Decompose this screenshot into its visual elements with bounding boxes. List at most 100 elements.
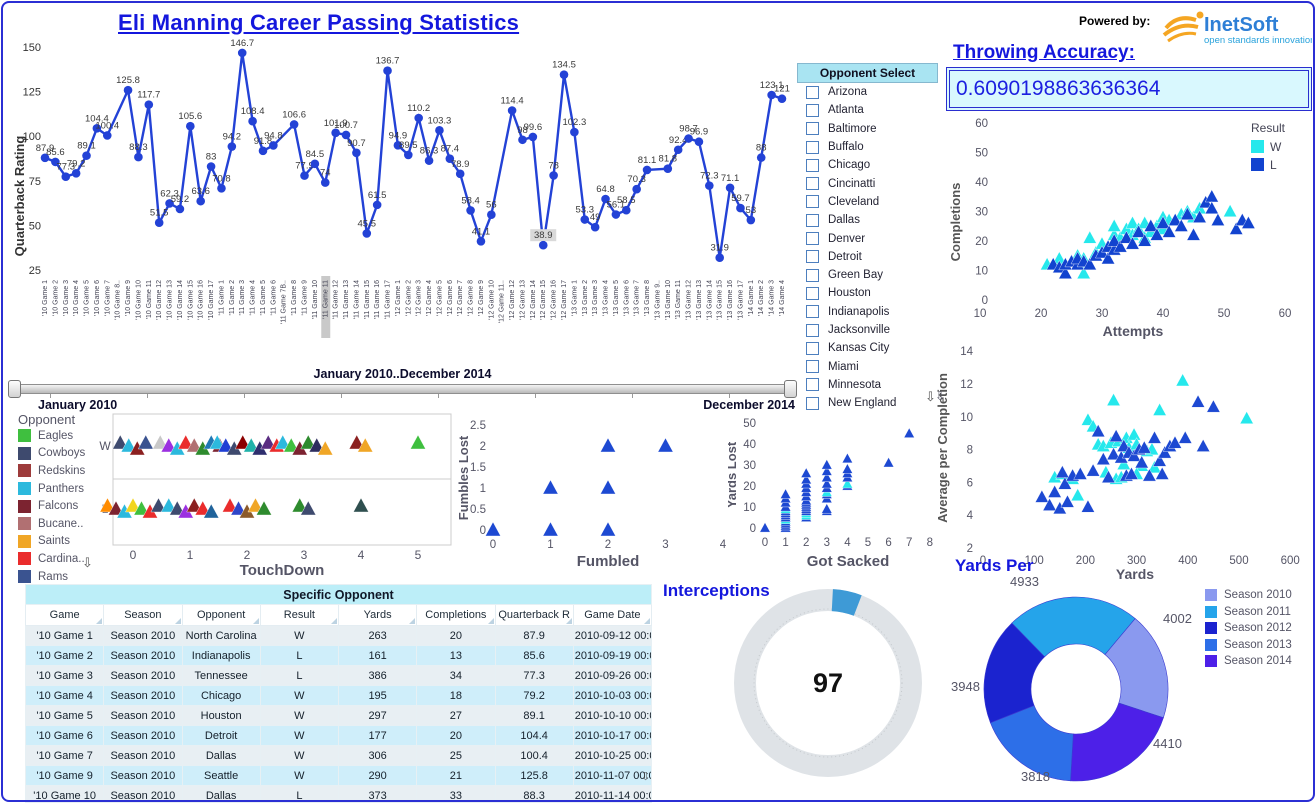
data-label: 53 [746, 205, 757, 216]
data-label: 64.8 [596, 184, 615, 195]
column-header-yards[interactable]: Yards [337, 604, 418, 626]
opponent-option-miami[interactable]: Miami [797, 357, 938, 375]
opponent-scroll-down-icon[interactable]: ⇩ [925, 389, 936, 404]
time-slider-handle-right[interactable] [784, 380, 797, 398]
checkbox-icon[interactable] [806, 213, 819, 227]
opponent-option-jacksonville[interactable]: Jacksonville [797, 321, 938, 339]
opponent-option-cincinatti[interactable]: Cincinatti [797, 174, 938, 192]
table-row[interactable]: '10 Game 6 Season 2010 Detroit W 177 20 104.4 2… [24, 725, 653, 746]
triangle-marker [137, 434, 154, 450]
data-point [237, 48, 247, 58]
checkbox-icon[interactable] [806, 378, 819, 392]
checkbox-icon[interactable] [806, 232, 819, 246]
data-point [92, 124, 102, 133]
data-label: 100.7 [334, 120, 358, 131]
sort-icon[interactable] [644, 618, 650, 624]
checkbox-icon[interactable] [806, 140, 819, 154]
legend-swatch [1251, 140, 1264, 153]
checkbox-icon[interactable] [806, 323, 819, 337]
data-label: 38.9 [534, 230, 553, 241]
sort-icon[interactable] [174, 618, 181, 624]
sort-icon[interactable] [409, 618, 416, 624]
legend-label: Falcons [38, 500, 79, 513]
table-row[interactable]: '10 Game 5 Season 2010 Houston W 297 27 89.1 20… [24, 705, 653, 726]
y-axis-label: Average per Completion [935, 373, 950, 523]
opponent-option-cleveland[interactable]: Cleveland [797, 193, 938, 211]
table-row[interactable]: '10 Game 9 Season 2010 Seattle W 290 21 125.8 2… [24, 765, 653, 786]
opponent-option-detroit[interactable]: Detroit [797, 248, 938, 266]
data-label: 94.8 [264, 130, 283, 141]
table-cell: Season 2010 [103, 725, 183, 746]
column-header-opponent[interactable]: Opponent [181, 604, 261, 626]
table-row[interactable]: '10 Game 1 Season 2010 North Carolina W 263 2… [24, 625, 653, 646]
opponent-option-new-england[interactable]: New England [797, 394, 938, 412]
column-header-game-date[interactable]: Game Date [572, 604, 653, 626]
table-row[interactable]: '10 Game 10 Season 2010 Dallas L 373 33 88.3 20… [24, 785, 653, 803]
y-tick: 30 [743, 460, 756, 472]
opponent-option-minnesota[interactable]: Minnesota [797, 376, 938, 394]
donut-slice-season-2011 [1011, 596, 1136, 658]
column-header-season[interactable]: Season [103, 604, 183, 626]
checkbox-icon[interactable] [806, 158, 819, 172]
opponent-option-green-bay[interactable]: Green Bay [797, 266, 938, 284]
checkbox-icon[interactable] [806, 250, 819, 264]
x-tick: '12 Game 7 [457, 280, 464, 316]
checkbox-icon[interactable] [806, 195, 819, 209]
x-tick: 1 [187, 548, 194, 562]
opponent-option-chicago[interactable]: Chicago [797, 156, 938, 174]
table-row[interactable]: '10 Game 2 Season 2010 Indianapolis L 161 13 8… [24, 645, 653, 666]
triangle-marker [1101, 470, 1116, 483]
table-cell: 386 [337, 665, 418, 686]
checkbox-icon[interactable] [806, 177, 819, 191]
sort-icon[interactable] [331, 618, 337, 624]
table-row[interactable]: '10 Game 3 Season 2010 Tennessee L 386 34 77.3… [24, 665, 653, 686]
opponent-option-houston[interactable]: Houston [797, 284, 938, 302]
x-tick: '12 Game 13 [519, 280, 526, 320]
opponent-option-dallas[interactable]: Dallas [797, 211, 938, 229]
sort-icon[interactable] [252, 618, 259, 624]
triangle-marker [1196, 438, 1211, 452]
data-label: 121 [774, 84, 790, 95]
opponent-option-label: Houston [828, 287, 871, 300]
opponent-option-baltimore[interactable]: Baltimore [797, 120, 938, 138]
x-tick: '11 Game 9 [302, 280, 309, 316]
triangle-marker [291, 497, 308, 513]
triangle-marker [274, 434, 291, 450]
checkbox-icon[interactable] [806, 103, 819, 117]
checkbox-icon[interactable] [806, 396, 819, 410]
table-row[interactable]: '10 Game 4 Season 2010 Chicago W 195 18 79.2 20… [24, 685, 653, 706]
checkbox-icon[interactable] [806, 360, 819, 374]
table-row[interactable]: '10 Game 7 Season 2010 Dallas W 306 25 100.4 20… [24, 745, 653, 766]
time-slider-track[interactable] [12, 384, 792, 394]
checkbox-icon[interactable] [806, 341, 819, 355]
checkbox-icon[interactable] [806, 85, 819, 99]
data-point [404, 150, 413, 160]
table-cell: 79.2 [494, 685, 574, 706]
checkbox-icon[interactable] [806, 122, 819, 136]
column-header-game[interactable]: Game [24, 604, 105, 626]
data-point [300, 171, 309, 180]
checkbox-icon[interactable] [806, 268, 819, 282]
data-point [445, 154, 455, 163]
triangle-marker [150, 497, 167, 513]
data-point [756, 153, 766, 162]
table-cell: Season 2010 [103, 665, 183, 686]
column-header-result[interactable]: Result [259, 604, 340, 626]
table-cell: 2010-09-12 00:00:00 [572, 625, 653, 646]
legend-scroll-down-icon[interactable]: ⇩ [82, 555, 93, 570]
sort-icon[interactable] [565, 618, 572, 624]
opponent-option-denver[interactable]: Denver [797, 229, 938, 247]
checkbox-icon[interactable] [806, 305, 819, 319]
opponent-option-indianapolis[interactable]: Indianapolis [797, 303, 938, 321]
checkbox-icon[interactable] [806, 286, 819, 300]
time-slider-handle-left[interactable] [8, 380, 21, 398]
opponent-option-atlanta[interactable]: Atlanta [797, 101, 938, 119]
table-scroll-down-icon[interactable]: ⇩ [641, 771, 651, 783]
opponent-option-kansas-city[interactable]: Kansas City [797, 339, 938, 357]
column-header-completions[interactable]: Completions [416, 604, 496, 626]
opponent-option-arizona[interactable]: Arizona [797, 83, 938, 101]
sort-icon[interactable] [487, 618, 494, 624]
column-header-quarterback-r[interactable]: Quarterback R [494, 604, 574, 626]
opponent-option-buffalo[interactable]: Buffalo [797, 138, 938, 156]
sort-icon[interactable] [96, 618, 103, 624]
